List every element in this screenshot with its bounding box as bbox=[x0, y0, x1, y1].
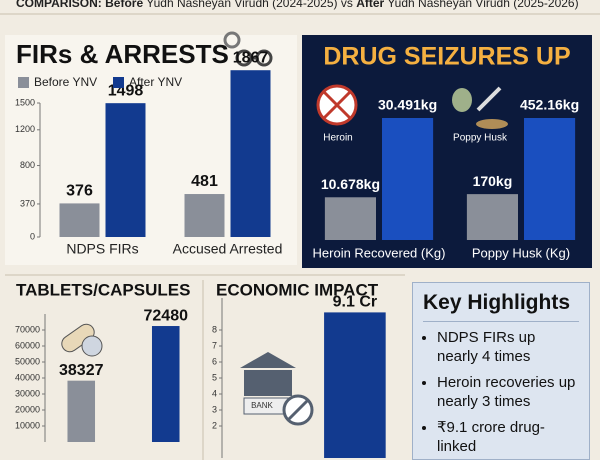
y-tick-label: 4 bbox=[212, 388, 217, 398]
pills-icon bbox=[61, 323, 103, 357]
highlight-item: NDPS FIRs up nearly 4 times bbox=[437, 328, 579, 366]
icon-label: Heroin bbox=[323, 133, 352, 144]
bar bbox=[324, 312, 386, 458]
bar bbox=[524, 118, 576, 240]
x-tick-label: Heroin Recovered (Kg) bbox=[313, 245, 446, 260]
header-after-period: Yudh Nasheyan Virudh (2025-2026) bbox=[387, 0, 578, 10]
x-tick-label: NDPS FIRs bbox=[66, 241, 138, 257]
panel-title: FIRs & ARRESTS bbox=[16, 39, 229, 69]
y-tick-label: 800 bbox=[20, 160, 35, 170]
value-label: 72480 bbox=[144, 307, 189, 324]
heroin-icon bbox=[316, 84, 358, 126]
y-tick-label: 40000 bbox=[15, 372, 40, 382]
y-tick-label: 70000 bbox=[15, 324, 40, 334]
bar bbox=[324, 197, 376, 240]
legend-label: After YNV bbox=[129, 75, 182, 89]
y-tick-label: 0 bbox=[30, 231, 35, 241]
bar bbox=[67, 380, 96, 442]
x-tick-label: Poppy Husk (Kg) bbox=[472, 245, 570, 260]
header-label: COMPARISON: bbox=[16, 0, 102, 10]
y-tick-label: 3 bbox=[212, 404, 217, 414]
y-tick-label: 2 bbox=[212, 420, 217, 430]
x-tick-label: Accused Arrested bbox=[173, 241, 283, 257]
highlight-item: ₹9.1 crore drug-linked bbox=[437, 418, 579, 456]
value-label: 38327 bbox=[59, 362, 104, 379]
y-tick-label: 5 bbox=[212, 372, 217, 382]
bar bbox=[466, 194, 518, 240]
panel-title: DRUG SEIZURES UP bbox=[323, 43, 570, 71]
y-tick-label: 6 bbox=[212, 356, 217, 366]
header-vs: vs bbox=[341, 0, 353, 10]
header-before-period: Yudh Nasheyan Virudh (2024-2025) bbox=[146, 0, 337, 10]
icon-label: BANK bbox=[251, 401, 273, 410]
highlights-list: NDPS FIRs up nearly 4 times Heroin recove… bbox=[423, 328, 579, 456]
highlight-item: Heroin recoveries up nearly 3 times bbox=[437, 373, 579, 411]
legend-label: Before YNV bbox=[34, 75, 97, 89]
highlights: Key Highlights NDPS FIRs up nearly 4 tim… bbox=[412, 282, 590, 460]
panel-title: TABLETS/CAPSULES bbox=[16, 280, 190, 299]
bar bbox=[382, 118, 434, 240]
bar bbox=[59, 203, 100, 237]
y-tick-label: 1500 bbox=[15, 97, 35, 107]
bar bbox=[151, 326, 180, 442]
value-label: 30.491kg bbox=[378, 97, 437, 113]
bar bbox=[184, 194, 225, 237]
y-tick-label: 50000 bbox=[15, 356, 40, 366]
icon-label: Poppy Husk bbox=[453, 133, 508, 144]
gear-icon bbox=[223, 31, 273, 67]
y-tick-label: 1200 bbox=[15, 124, 35, 134]
highlights-title: Key Highlights bbox=[423, 291, 579, 322]
bank-icon bbox=[240, 352, 314, 426]
value-label: 376 bbox=[66, 183, 93, 200]
value-label: 481 bbox=[191, 173, 218, 190]
header-after: After bbox=[356, 0, 384, 10]
y-tick-label: 8 bbox=[212, 324, 217, 334]
y-tick-label: 10000 bbox=[15, 420, 40, 430]
bar bbox=[230, 70, 271, 238]
value-label: 1867 bbox=[233, 49, 269, 66]
panel-title: ECONOMIC IMPACT bbox=[216, 280, 379, 299]
header: COMPARISON: Before Yudh Nasheyan Virudh … bbox=[16, 0, 579, 10]
value-label: 170kg bbox=[473, 173, 513, 189]
poppy-icon bbox=[452, 86, 508, 129]
value-label: 452.16kg bbox=[520, 97, 579, 113]
y-tick-label: 20000 bbox=[15, 404, 40, 414]
legend-swatch bbox=[18, 77, 29, 88]
bar bbox=[105, 103, 146, 237]
value-label: 10.678kg bbox=[321, 176, 380, 192]
y-tick-label: 30000 bbox=[15, 388, 40, 398]
value-label: 9.1 Cr bbox=[333, 294, 377, 311]
y-tick-label: 370 bbox=[20, 198, 35, 208]
y-tick-label: 7 bbox=[212, 340, 217, 350]
header-before: Before bbox=[105, 0, 143, 10]
legend-swatch bbox=[113, 77, 124, 88]
y-tick-label: 60000 bbox=[15, 340, 40, 350]
